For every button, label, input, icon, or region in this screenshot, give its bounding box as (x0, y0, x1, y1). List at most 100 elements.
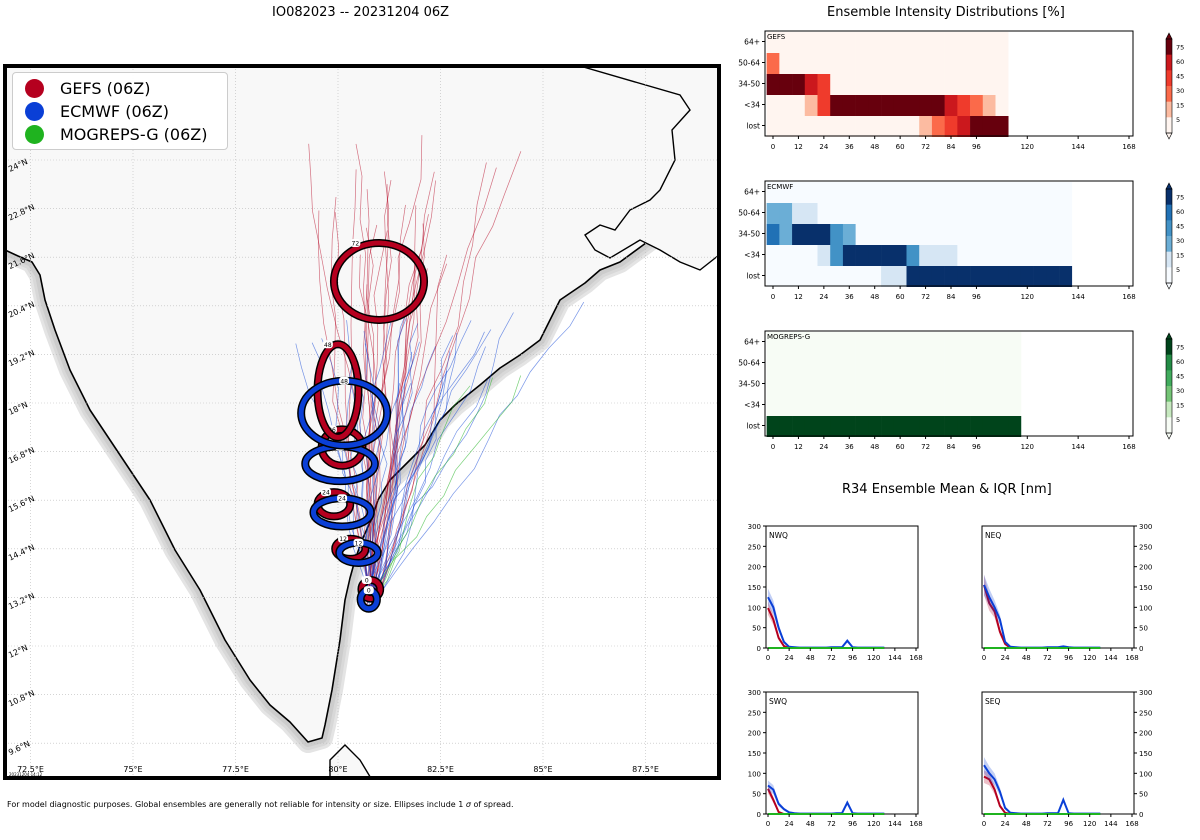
heatmap-cell (766, 395, 780, 416)
heatmap-cell (792, 74, 806, 95)
heatmap-hour-label: 48 (870, 293, 879, 301)
main-title: IO082023 -- 20231204 06Z (272, 5, 450, 20)
r34-xtick-label: 120 (1083, 654, 1096, 662)
heatmap-cell (792, 374, 806, 395)
heatmap-cell (855, 245, 869, 266)
heatmap-cell (766, 353, 780, 374)
heatmap-cell (893, 116, 907, 137)
r34-xtick-label: 96 (848, 820, 857, 828)
r34-ytick-label: 50 (752, 625, 761, 633)
ellipse-label-box (337, 494, 348, 503)
r34-panel-neq: NEQ 0 50 100 150 200 250 300 0 24 48 72 96 120 144 168 (981, 523, 1152, 662)
r34-xtick-label: 144 (888, 820, 902, 828)
heatmap-cell (830, 245, 844, 266)
heatmap-cell (830, 266, 844, 287)
heatmap-cell (817, 203, 831, 224)
footnote: For model diagnostic purposes. Global en… (7, 800, 514, 809)
colorbar-segment (1166, 117, 1172, 134)
heatmap-cell (766, 224, 780, 245)
heatmap-cell (970, 416, 984, 437)
colorbar-tick-label: 45 (1176, 223, 1184, 231)
colorbar-tick-label: 30 (1176, 387, 1184, 395)
r34-ytick-label: 100 (748, 770, 761, 778)
heatmap-cell (970, 182, 984, 203)
heatmap-cell (906, 74, 920, 95)
heatmap-cell (931, 32, 945, 53)
ellipse-hour-label: 48 (324, 342, 332, 349)
r34-ytick-label: 50 (1139, 625, 1148, 633)
heatmap-cell (919, 116, 933, 137)
ellipse-hour-label: 0 (367, 588, 371, 595)
heatmap-cell (982, 53, 996, 74)
intensity-panel-ecmwf: ECMWF 64+ 50-64 34-50 <34 lost 0 12 24 36 48 60 72 84… (738, 180, 1184, 301)
heatmap-hour-label: 60 (896, 143, 905, 151)
r34-ytick-label: 150 (748, 750, 761, 758)
heatmap-cell (970, 74, 984, 95)
heatmap-cell (830, 182, 844, 203)
heatmap-cell (868, 224, 882, 245)
heatmap-row-label: lost (746, 122, 760, 131)
r34-xtick-label: 48 (1022, 820, 1031, 828)
legend-label: ECMWF (06Z) (60, 101, 169, 121)
heatmap-cell (804, 203, 818, 224)
legend-label: MOGREPS-G (06Z) (60, 124, 208, 144)
heatmap-cell (982, 353, 996, 374)
colorbar-segment (1166, 236, 1172, 253)
heatmap-cell (970, 224, 984, 245)
heatmap-cell (1008, 395, 1022, 416)
r34-ytick-label: 100 (1139, 604, 1152, 612)
legend-item: ECMWF (06Z) (25, 100, 169, 122)
r34-xtick-label: 24 (1001, 654, 1010, 662)
ellipse-label-box (353, 538, 364, 547)
heatmap-cell (766, 266, 780, 287)
heatmap-cell (995, 203, 1009, 224)
heatmap-hour-label: 96 (972, 293, 981, 301)
heatmap-cell (931, 374, 945, 395)
colorbar-arrow-top (1165, 32, 1173, 40)
heatmap-cell (982, 266, 996, 287)
r34-quadrant-label: NEQ (985, 531, 1001, 540)
colorbar-tick-label: 15 (1176, 102, 1184, 110)
heatmap-cell (931, 353, 945, 374)
heatmap-cell (881, 32, 895, 53)
heatmap-cell (881, 332, 895, 353)
heatmap-cell (868, 374, 882, 395)
track-line (367, 379, 489, 604)
heatmap-cell (1008, 416, 1022, 437)
heatmap-row-label: 34-50 (738, 380, 760, 389)
heatmap-cell (931, 266, 945, 287)
heatmap-cell (919, 95, 933, 116)
heatmap-cell (830, 116, 844, 137)
heatmap-cell (766, 32, 780, 53)
heatmap-cell (855, 374, 869, 395)
heatmap-cell (944, 32, 958, 53)
heatmap-cell (893, 95, 907, 116)
heatmap-cell (944, 224, 958, 245)
colorbar-arrow-top (1165, 182, 1173, 190)
r34-ytick-label: 50 (1139, 791, 1148, 799)
heatmap-cell (970, 203, 984, 224)
heatmap-cell (855, 353, 869, 374)
heatmap-cell (830, 224, 844, 245)
heatmap-cell (919, 53, 933, 74)
heatmap-cell (931, 74, 945, 95)
heatmap-cell (1033, 224, 1047, 245)
heatmap-cell (779, 95, 793, 116)
heatmap-cell (931, 395, 945, 416)
heatmap-cell (982, 74, 996, 95)
heatmap-cell (842, 32, 856, 53)
heatmap-cell (830, 353, 844, 374)
heatmap-cell (982, 416, 996, 437)
r34-xtick-label: 24 (1001, 820, 1010, 828)
colorbar-segment (1166, 204, 1172, 221)
heatmap-cell (766, 374, 780, 395)
heatmap-cell (779, 332, 793, 353)
lon-label: 77.5°E (222, 765, 249, 774)
heatmap-hour-label: 72 (921, 443, 930, 451)
heatmap-hour-label: 24 (819, 143, 828, 151)
heatmap-cell (893, 332, 907, 353)
heatmap-cell (830, 74, 844, 95)
heatmap-hour-label: 48 (870, 143, 879, 151)
heatmap-cell (842, 74, 856, 95)
r34-title: R34 Ensemble Mean & IQR [nm] (842, 482, 1052, 497)
